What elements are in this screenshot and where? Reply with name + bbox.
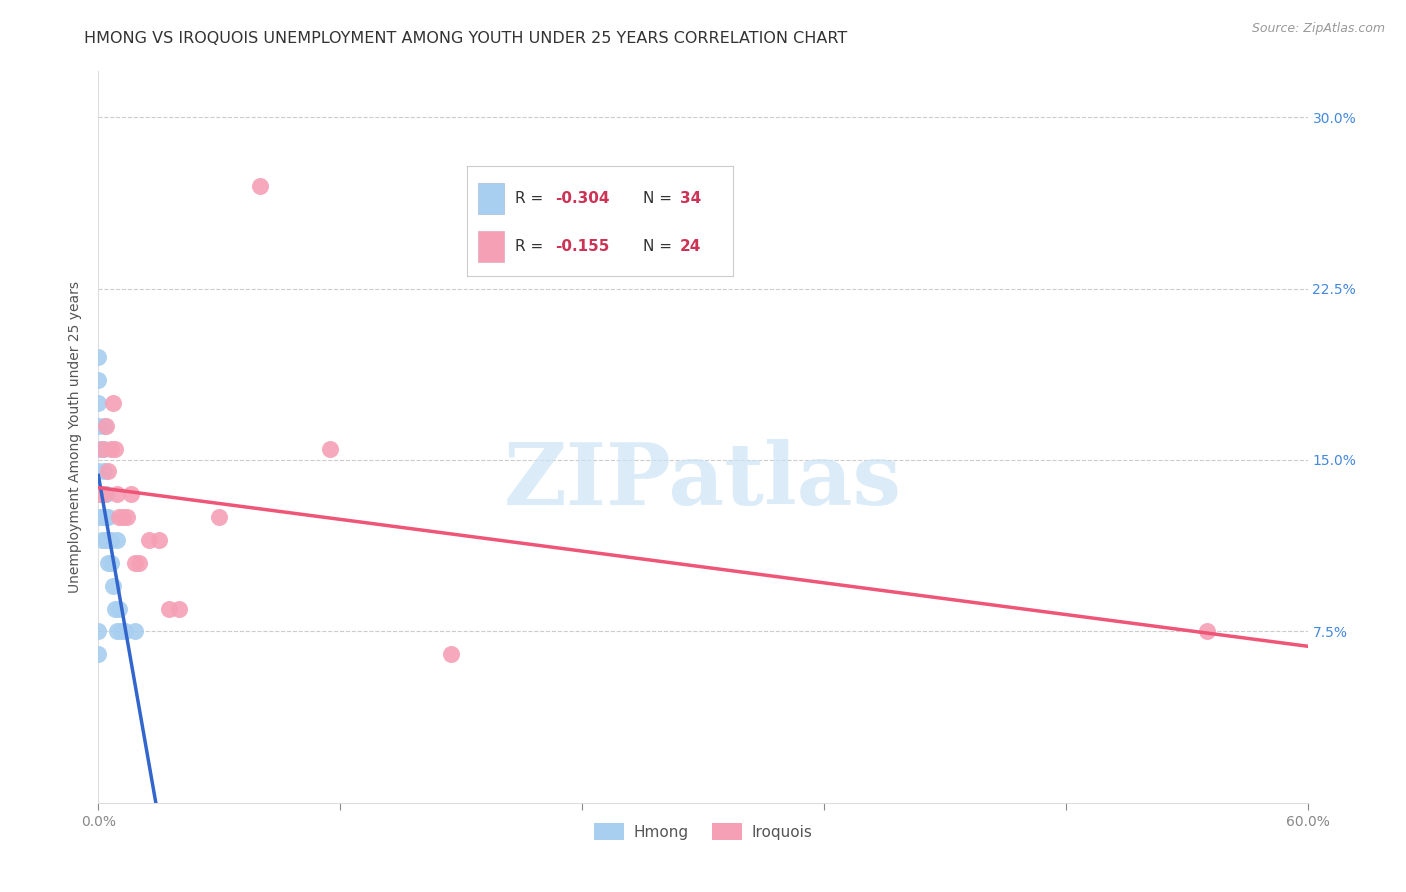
Point (107, 601, 129, 615)
Point (111, 510, 134, 524)
Point (89, 487, 111, 501)
Point (91, 510, 114, 524)
Point (107, 510, 129, 524)
Point (124, 624, 146, 639)
Point (93, 464, 115, 478)
Y-axis label: Unemployment Among Youth under 25 years: Unemployment Among Youth under 25 years (69, 281, 83, 593)
Point (87, 418, 110, 433)
Point (100, 442, 122, 456)
Point (103, 601, 125, 615)
Text: HMONG VS IROQUOIS UNEMPLOYMENT AMONG YOUTH UNDER 25 YEARS CORRELATION CHART: HMONG VS IROQUOIS UNEMPLOYMENT AMONG YOU… (84, 31, 848, 46)
Point (440, 647, 463, 661)
Point (101, 579, 124, 593)
Point (93, 487, 115, 501)
Point (1195, 624, 1218, 639)
Point (87, 487, 110, 501)
Point (148, 533, 170, 547)
Point (93, 510, 115, 524)
Point (93, 418, 115, 433)
Point (93, 442, 115, 456)
Point (87, 442, 110, 456)
Point (87, 464, 110, 478)
Point (128, 556, 150, 570)
Text: ZIPatlas: ZIPatlas (503, 439, 903, 523)
Point (93, 487, 115, 501)
Point (87, 396, 110, 410)
Point (167, 601, 190, 615)
Point (249, 178, 271, 193)
Point (87, 350, 110, 364)
Point (105, 533, 128, 547)
Point (97, 533, 120, 547)
Legend: Hmong, Iroquois: Hmong, Iroquois (588, 816, 818, 847)
Point (87, 373, 110, 387)
Point (120, 487, 142, 501)
Point (96, 487, 118, 501)
Point (319, 442, 342, 456)
Point (124, 556, 146, 570)
Point (97, 464, 120, 478)
Point (103, 442, 125, 456)
Point (138, 533, 160, 547)
Point (96, 533, 118, 547)
Point (100, 533, 122, 547)
Point (110, 624, 132, 639)
Point (100, 556, 122, 570)
Point (87, 510, 110, 524)
Point (97, 556, 120, 570)
Point (97, 510, 120, 524)
Point (87, 624, 110, 639)
Point (91, 533, 114, 547)
Point (96, 418, 118, 433)
Point (91, 442, 114, 456)
Text: Source: ZipAtlas.com: Source: ZipAtlas.com (1251, 22, 1385, 36)
Point (157, 601, 180, 615)
Point (87, 647, 110, 661)
Point (96, 510, 118, 524)
Point (115, 510, 138, 524)
Point (114, 624, 136, 639)
Point (208, 510, 231, 524)
Point (105, 624, 128, 639)
Point (91, 487, 114, 501)
Point (101, 396, 124, 410)
Point (105, 487, 128, 501)
